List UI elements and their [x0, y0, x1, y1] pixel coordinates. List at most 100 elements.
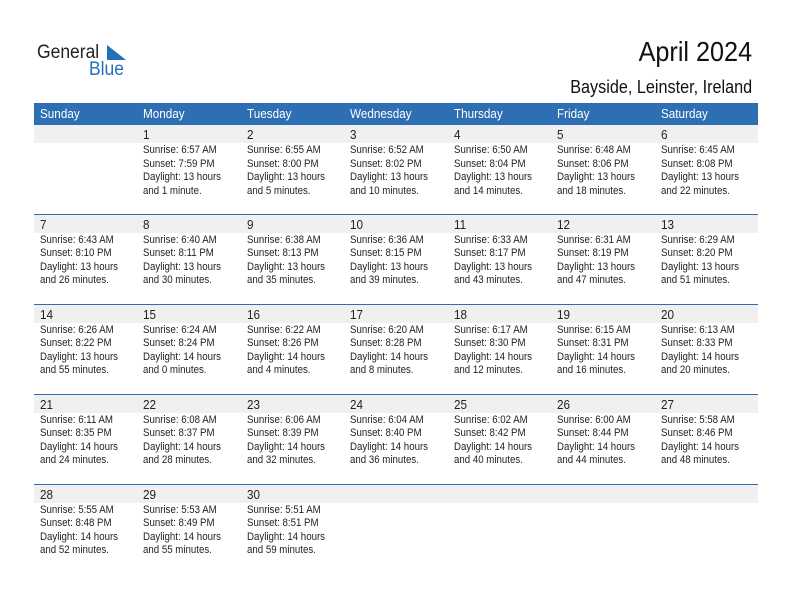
sunrise-text: Sunrise: 6:22 AM [246, 323, 321, 336]
day-cell: 18 Sunrise: 6:17 AM Sunset: 8:30 PM Dayligh… [448, 305, 551, 395]
daylight1-text: Daylight: 13 hours [557, 171, 636, 183]
sunrise-text: Sunrise: 6:57 AM [143, 144, 218, 156]
day-number: 4 [453, 127, 461, 142]
daylight2-text: and 51 minutes. [660, 274, 730, 286]
daylight2-text: and 4 minutes. [246, 364, 311, 376]
sunset-text: Sunset: 8:37 PM [143, 427, 215, 439]
date-band [34, 125, 758, 143]
day-number: 2 [246, 127, 254, 142]
daylight1-text: Daylight: 14 hours [350, 350, 429, 363]
daylight2-text: and 35 minutes. [246, 274, 316, 286]
sunrise-text: Sunrise: 6:31 AM [557, 233, 631, 246]
daylight2-text: and 32 minutes. [246, 454, 316, 466]
day-cell: 22 Sunrise: 6:08 AM Sunset: 8:37 PM Dayligh… [137, 395, 240, 485]
sunset-text: Sunset: 8:30 PM [453, 337, 526, 349]
daylight2-text: and 43 minutes. [453, 274, 523, 286]
daylight1-text: Daylight: 13 hours [350, 171, 429, 183]
day-number: 10 [350, 216, 364, 232]
day-cell: 19 Sunrise: 6:15 AM Sunset: 8:31 PM Dayligh… [551, 305, 654, 395]
weekday-saturday: Saturday [655, 103, 758, 125]
weekday-header: Sunday Monday Tuesday Wednesday Thursday Frid… [34, 103, 758, 125]
day-cell: 2 Sunrise: 6:55 AM Sunset: 8:00 PM Daylight… [241, 125, 344, 215]
daylight2-text: and 16 minutes. [557, 364, 627, 376]
day-cell: 17 Sunrise: 6:20 AM Sunset: 8:28 PM Dayligh… [344, 305, 447, 395]
daylight1-text: Daylight: 13 hours [246, 171, 325, 183]
day-number: 21 [40, 396, 54, 412]
sunset-text: Sunset: 8:49 PM [143, 517, 215, 529]
day-cell: 12 Sunrise: 6:31 AM Sunset: 8:19 PM Dayligh… [551, 215, 654, 305]
day-cell: 6 Sunrise: 6:45 AM Sunset: 8:08 PM Daylight… [655, 125, 758, 215]
daylight2-text: and 22 minutes. [660, 184, 730, 197]
day-number: 15 [143, 306, 157, 322]
daylight1-text: Daylight: 14 hours [557, 440, 636, 453]
day-cell: 4 Sunrise: 6:50 AM Sunset: 8:04 PM Daylight… [448, 125, 551, 215]
sunset-text: Sunset: 8:35 PM [40, 427, 112, 439]
day-number: 18 [453, 306, 467, 322]
day-number: 5 [557, 127, 564, 142]
daylight1-text: Daylight: 14 hours [246, 350, 325, 363]
sunset-text: Sunset: 8:24 PM [143, 337, 215, 349]
sunrise-text: Sunrise: 5:55 AM [40, 503, 114, 516]
sunset-text: Sunset: 7:59 PM [143, 157, 215, 170]
sunrise-text: Sunrise: 6:02 AM [453, 413, 528, 426]
day-number: 7 [40, 216, 47, 232]
day-number: 9 [246, 216, 254, 232]
daylight2-text: and 36 minutes. [350, 454, 420, 466]
daylight1-text: Daylight: 13 hours [40, 260, 119, 273]
sunset-text: Sunset: 8:42 PM [453, 427, 526, 439]
sunrise-text: Sunrise: 6:11 AM [40, 413, 113, 426]
daylight2-text: and 48 minutes. [660, 454, 730, 466]
sunrise-text: Sunrise: 6:15 AM [557, 323, 631, 336]
sunrise-text: Sunrise: 6:00 AM [557, 413, 631, 426]
day-cell: 11 Sunrise: 6:33 AM Sunset: 8:17 PM Dayligh… [448, 215, 551, 305]
day-cell: 1 Sunrise: 6:57 AM Sunset: 7:59 PM Daylight… [137, 125, 240, 215]
date-band [34, 214, 758, 233]
sunrise-text: Sunrise: 6:17 AM [453, 323, 528, 336]
daylight2-text: and 24 minutes. [40, 454, 109, 466]
daylight2-text: and 5 minutes. [246, 184, 311, 197]
day-number: 13 [660, 216, 674, 232]
daylight2-text: and 12 minutes. [453, 364, 523, 376]
sunset-text: Sunset: 8:13 PM [246, 247, 319, 259]
day-number: 19 [557, 306, 571, 322]
day-number: 22 [143, 396, 157, 412]
weekday-label: Sunday [40, 106, 80, 121]
daylight1-text: Daylight: 13 hours [453, 260, 532, 273]
day-number: 28 [40, 486, 54, 502]
daylight1-text: Daylight: 14 hours [453, 350, 532, 363]
sunrise-text: Sunrise: 6:52 AM [350, 144, 425, 156]
sunrise-text: Sunrise: 5:53 AM [143, 503, 218, 516]
sunset-text: Sunset: 8:04 PM [453, 157, 526, 170]
day-cell: 20 Sunrise: 6:13 AM Sunset: 8:33 PM Dayligh… [655, 305, 758, 395]
day-number: 11 [453, 216, 466, 232]
weekday-tuesday: Tuesday [241, 103, 344, 125]
sunrise-text: Sunrise: 6:06 AM [246, 413, 321, 426]
sunrise-text: Sunrise: 6:55 AM [246, 144, 321, 156]
logo-text-general: General [37, 42, 100, 63]
day-cell: 25 Sunrise: 6:02 AM Sunset: 8:42 PM Dayligh… [448, 395, 551, 485]
sunset-text: Sunset: 8:44 PM [557, 427, 629, 439]
day-cell: 3 Sunrise: 6:52 AM Sunset: 8:02 PM Daylight… [344, 125, 447, 215]
sunset-text: Sunset: 8:19 PM [557, 247, 629, 259]
daylight1-text: Daylight: 14 hours [350, 440, 429, 453]
sunset-text: Sunset: 8:48 PM [40, 517, 112, 529]
daylight1-text: Daylight: 14 hours [660, 350, 739, 363]
daylight2-text: and 59 minutes. [246, 544, 316, 556]
sunset-text: Sunset: 8:31 PM [557, 337, 629, 349]
weekday-thursday: Thursday [448, 103, 551, 125]
daylight2-text: and 18 minutes. [557, 184, 627, 197]
sunset-text: Sunset: 8:06 PM [557, 157, 629, 170]
day-cell: 26 Sunrise: 6:00 AM Sunset: 8:44 PM Dayligh… [551, 395, 654, 485]
daylight1-text: Daylight: 13 hours [557, 260, 636, 273]
daylight2-text: and 10 minutes. [350, 184, 420, 197]
daylight2-text: and 20 minutes. [660, 364, 730, 376]
daylight2-text: and 0 minutes. [143, 364, 207, 376]
day-number: 26 [557, 396, 571, 412]
sunrise-text: Sunrise: 6:48 AM [557, 144, 631, 156]
daylight1-text: Daylight: 13 hours [660, 260, 739, 273]
weekday-label: Monday [143, 106, 186, 121]
sunset-text: Sunset: 8:40 PM [350, 427, 422, 439]
weekday-label: Wednesday [350, 106, 412, 121]
sunset-text: Sunset: 8:28 PM [350, 337, 422, 349]
day-cell: 30 Sunrise: 5:51 AM Sunset: 8:51 PM Dayligh… [241, 485, 344, 575]
